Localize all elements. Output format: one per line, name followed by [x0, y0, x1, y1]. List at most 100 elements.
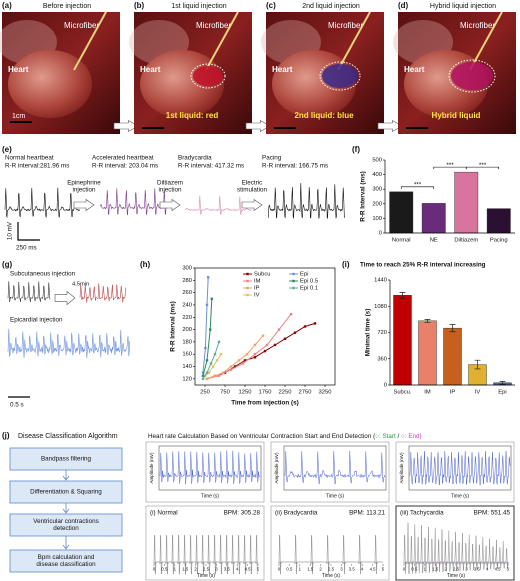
series-marker	[289, 312, 293, 316]
x-tick-label: 2750	[299, 390, 312, 396]
end-marker	[190, 562, 193, 564]
x-tick-label: 4.5	[495, 567, 502, 572]
end-marker	[486, 562, 489, 564]
x-tick-label: 3	[215, 567, 218, 572]
heart-label: Heart	[8, 65, 29, 74]
start-marker	[481, 562, 484, 564]
start-marker	[440, 562, 443, 564]
y-axis-label: Amplitude (mV)	[274, 452, 279, 484]
start-marker	[464, 562, 467, 564]
x-axis-label: Time (s)	[447, 573, 465, 579]
series-marker	[204, 346, 207, 350]
x-tick-label: 2250	[279, 390, 292, 396]
annotation-interval: R-R interval: 417.32 ms	[178, 163, 244, 170]
y-tick-label: 220	[182, 315, 192, 321]
end-marker	[448, 562, 451, 564]
end-marker	[459, 562, 461, 564]
x-axis-label: Time (s)	[451, 493, 469, 499]
end-marker	[256, 562, 259, 564]
end-marker	[472, 562, 475, 564]
series-marker	[205, 371, 209, 374]
x-axis-label: Time (s)	[197, 573, 215, 579]
heart-label: Heart	[404, 65, 425, 74]
y-tick-label: 400	[372, 172, 382, 178]
microfiber-label: Microfiber	[328, 21, 363, 30]
arrow	[113, 119, 139, 133]
heading-part: /	[396, 433, 401, 440]
x-tick-label: 1	[174, 567, 177, 572]
series-marker	[207, 276, 210, 279]
annotation-interval: R-R interval:281.96 ms	[5, 163, 69, 170]
significance-bracket	[465, 166, 500, 170]
x-tick-label: 0	[153, 567, 156, 572]
series-marker	[273, 343, 277, 347]
annotation-interval: R-R interval: 203.04 ms	[92, 163, 158, 170]
x-axis-label: Time (s)	[326, 493, 344, 499]
x-tick-label: 2	[444, 567, 447, 572]
photo-title: 1st liquid injection	[171, 3, 226, 10]
x-tick-label: Epi	[498, 390, 506, 396]
annotation-title: Pacing	[262, 155, 282, 162]
axis	[389, 280, 515, 386]
caption: 2nd liquid: blue	[294, 111, 354, 120]
start-marker	[467, 562, 470, 564]
end-marker	[343, 562, 346, 564]
flow-arrow	[62, 503, 70, 514]
error-bar	[424, 319, 431, 323]
trace	[267, 183, 346, 220]
start-marker	[237, 562, 239, 564]
end-marker	[202, 562, 205, 564]
y-tick-label: 300	[182, 266, 192, 272]
panel-label: (i)	[342, 260, 350, 269]
start-marker	[433, 562, 436, 564]
flow-arrow	[62, 470, 70, 481]
series-marker	[217, 340, 221, 344]
trace	[409, 450, 511, 486]
start-marker	[416, 562, 419, 564]
significance-label: ***	[446, 162, 454, 169]
start-marker	[454, 562, 456, 564]
x-tick-label: 0.5	[161, 567, 168, 572]
step-label: injection	[158, 187, 182, 194]
step-label: stimulation	[237, 187, 268, 194]
significance-label: ***	[479, 162, 487, 169]
x-tick-label: 1.5	[307, 567, 314, 572]
series-marker	[229, 365, 233, 368]
series-marker	[217, 374, 221, 377]
start-marker	[249, 562, 251, 564]
error-bar	[474, 359, 481, 370]
series-marker	[205, 303, 209, 307]
series-marker	[245, 353, 249, 356]
end-marker	[375, 562, 378, 564]
bar	[421, 203, 446, 234]
end-marker	[431, 562, 434, 564]
start-marker	[153, 562, 155, 564]
y-tick-label: 500	[372, 158, 382, 164]
photo-title: 2nd liquid injection	[302, 3, 360, 10]
x-tick-label: 1	[424, 567, 427, 572]
start-marker	[457, 562, 460, 564]
start-marker	[177, 562, 179, 564]
end-marker	[469, 562, 472, 564]
panel-label: (h)	[140, 260, 151, 269]
legend-marker	[246, 279, 249, 283]
end-marker	[455, 562, 458, 564]
heart-label: Heart	[140, 65, 161, 74]
heading-part: ○: Start	[375, 433, 396, 440]
error-bar	[399, 292, 406, 299]
series-marker	[233, 365, 237, 368]
legend-marker	[292, 272, 295, 276]
y-axis-label: R-R Interval (ms)	[360, 171, 367, 221]
start-marker	[430, 562, 433, 564]
end-marker	[438, 562, 441, 564]
plot-area	[283, 445, 387, 491]
legend-label: Subcu	[254, 272, 270, 278]
x-axis-label: Time (s)	[201, 493, 219, 499]
bpm-label: BPM: 551.45	[474, 510, 511, 517]
series-marker	[205, 359, 209, 362]
scale-label: 10 mV	[7, 221, 14, 240]
panel-label: (f)	[352, 145, 360, 154]
microfiber-label: Microfiber	[460, 21, 495, 30]
start-marker	[326, 562, 328, 564]
end-marker	[154, 562, 157, 564]
